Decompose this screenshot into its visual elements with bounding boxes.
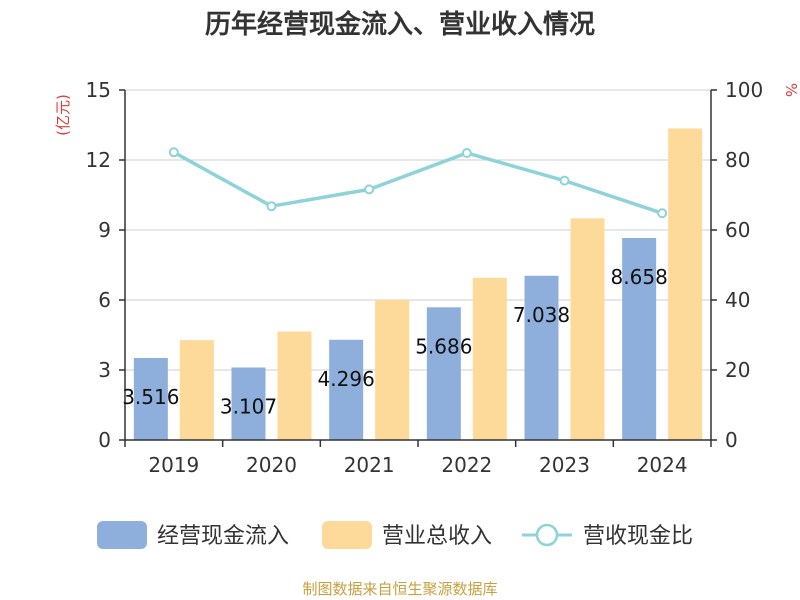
y2-axis-unit: % — [782, 83, 800, 97]
legend-label-revenue: 营业总收入 — [382, 524, 492, 549]
bar-data-label: 7.038 — [513, 303, 570, 327]
x-tick-label: 2021 — [344, 453, 395, 477]
y2-tick-label: 40 — [725, 288, 750, 312]
y-tick-label: 6 — [98, 288, 111, 312]
data-labels: 3.516 3.107 4.296 5.686 7.038 8.658 — [122, 265, 668, 419]
bar-revenue — [375, 300, 410, 440]
bar-revenue — [277, 331, 312, 440]
bar-cash-inflow — [426, 307, 461, 440]
bar-data-label: 5.686 — [415, 334, 472, 358]
bar-cash-inflow — [133, 357, 168, 440]
y2-tick-label: 100 — [725, 78, 763, 102]
ratio-point — [364, 184, 375, 195]
y2-tick-label: 0 — [725, 428, 738, 452]
x-tick-label: 2024 — [637, 453, 688, 477]
bar-data-label: 4.296 — [318, 367, 375, 391]
bar-cash-inflow — [524, 275, 559, 440]
ratio-line-path — [172, 150, 663, 215]
y-tick-label: 9 — [98, 218, 111, 242]
bar-revenue — [179, 340, 214, 440]
ratio-point — [657, 208, 668, 219]
ratio-point — [266, 201, 277, 212]
bar-revenue — [668, 128, 703, 440]
ratio-point — [559, 175, 570, 186]
x-tick-label: 2019 — [148, 453, 199, 477]
bar-cash-inflow — [329, 339, 364, 440]
axes: 0 3 6 9 12 15 0 20 40 60 80 100 (亿元)% 2019 2020 2021 202… — [54, 78, 800, 477]
y2-tick-label: 60 — [725, 218, 750, 242]
x-tick-label: 2022 — [441, 453, 492, 477]
legend-label-ratio: 营收现金比 — [583, 524, 693, 549]
y-axis-unit: (亿元) — [54, 94, 72, 136]
bar-data-label: 3.516 — [122, 385, 179, 409]
bar-revenue — [472, 277, 507, 440]
ratio-line — [168, 147, 668, 219]
legend-swatch-cash-inflow — [97, 521, 147, 549]
y-tick-label: 3 — [98, 358, 111, 382]
y-tick-label: 12 — [86, 148, 111, 172]
bar-data-label: 8.658 — [611, 265, 668, 289]
chart-title: 历年经营现金流入、营业收入情况 — [204, 10, 595, 40]
y2-tick-label: 80 — [725, 148, 750, 172]
ratio-point — [461, 148, 472, 158]
legend-label-cash-inflow: 经营现金流入 — [157, 524, 289, 549]
y2-tick-label: 20 — [725, 358, 750, 382]
legend-swatch-revenue — [322, 521, 372, 549]
legend-swatch-ratio-marker — [535, 523, 559, 547]
gridlines — [125, 89, 711, 371]
y-tick-label: 15 — [86, 78, 111, 102]
x-tick-label: 2020 — [246, 453, 297, 477]
legend: 经营现金流入 营业总收入 营收现金比 — [97, 521, 693, 549]
y-tick-label: 0 — [98, 428, 111, 452]
source-note: 制图数据来自恒生聚源数据库 — [302, 580, 498, 598]
ratio-point — [168, 147, 179, 158]
bars — [133, 128, 703, 440]
bar-cash-inflow — [622, 237, 657, 440]
x-tick-label: 2023 — [539, 453, 590, 477]
bar-revenue — [570, 218, 605, 440]
bar-data-label: 3.107 — [220, 395, 277, 419]
bar-cash-inflow — [231, 367, 266, 440]
